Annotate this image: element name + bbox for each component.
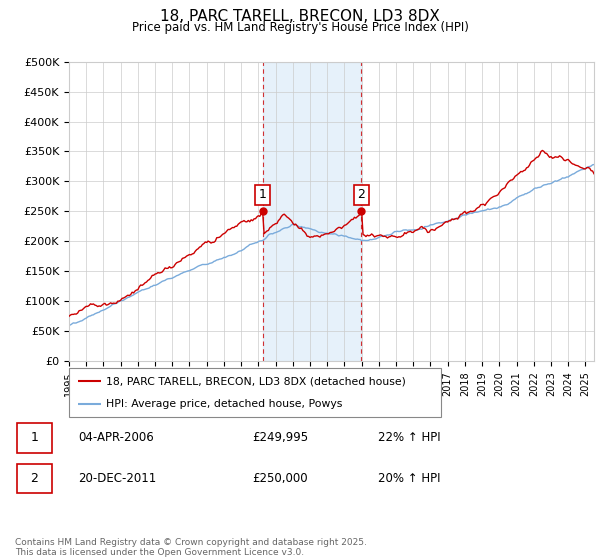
Text: 2: 2	[357, 188, 365, 201]
Text: Contains HM Land Registry data © Crown copyright and database right 2025.
This d: Contains HM Land Registry data © Crown c…	[15, 538, 367, 557]
Text: HPI: Average price, detached house, Powys: HPI: Average price, detached house, Powy…	[106, 399, 343, 409]
Text: 18, PARC TARELL, BRECON, LD3 8DX (detached house): 18, PARC TARELL, BRECON, LD3 8DX (detach…	[106, 376, 406, 386]
Text: 1: 1	[31, 431, 38, 445]
Text: 20% ↑ HPI: 20% ↑ HPI	[378, 472, 440, 486]
Text: £249,995: £249,995	[252, 431, 308, 445]
Text: 20-DEC-2011: 20-DEC-2011	[78, 472, 156, 486]
FancyBboxPatch shape	[17, 423, 52, 452]
Text: £250,000: £250,000	[252, 472, 308, 486]
Text: Price paid vs. HM Land Registry's House Price Index (HPI): Price paid vs. HM Land Registry's House …	[131, 21, 469, 34]
FancyBboxPatch shape	[69, 368, 441, 417]
Text: 22% ↑ HPI: 22% ↑ HPI	[378, 431, 440, 445]
Bar	[263, 62, 361, 361]
Text: 2: 2	[31, 472, 38, 486]
Text: 1: 1	[259, 188, 266, 201]
Text: 04-APR-2006: 04-APR-2006	[78, 431, 154, 445]
FancyBboxPatch shape	[17, 464, 52, 493]
Text: 18, PARC TARELL, BRECON, LD3 8DX: 18, PARC TARELL, BRECON, LD3 8DX	[160, 9, 440, 24]
